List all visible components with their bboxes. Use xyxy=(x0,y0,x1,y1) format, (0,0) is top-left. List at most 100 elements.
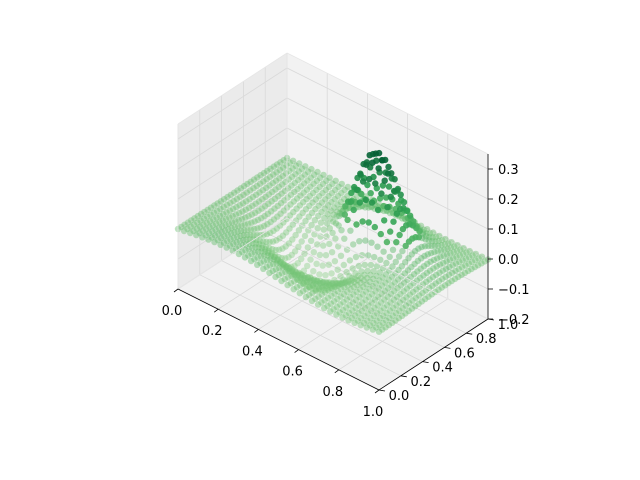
data-point xyxy=(283,264,291,271)
data-point xyxy=(395,253,403,260)
data-point xyxy=(252,244,259,251)
data-point xyxy=(318,285,325,292)
data-point xyxy=(222,215,230,223)
data-point xyxy=(328,292,335,299)
data-point xyxy=(271,205,278,212)
data-point xyxy=(329,280,336,287)
data-point xyxy=(364,317,371,324)
data-point xyxy=(313,186,320,194)
data-point xyxy=(273,237,280,244)
data-point xyxy=(310,277,317,284)
data-point xyxy=(214,200,221,207)
data-point xyxy=(367,315,374,322)
data-point xyxy=(291,262,298,269)
data-point xyxy=(286,265,293,272)
data-point xyxy=(384,302,391,309)
data-point xyxy=(450,249,457,256)
data-point xyxy=(308,221,315,229)
data-point xyxy=(206,223,213,231)
data-point xyxy=(427,258,434,265)
data-point xyxy=(187,223,194,230)
data-point xyxy=(379,319,386,327)
data-point xyxy=(362,296,369,303)
data-point xyxy=(238,215,246,223)
data-point xyxy=(342,312,349,319)
data-point xyxy=(410,280,417,287)
data-point xyxy=(382,317,390,324)
data-point xyxy=(277,258,284,265)
data-point xyxy=(404,267,412,274)
data-point xyxy=(435,286,442,293)
data-point xyxy=(442,235,449,243)
data-point xyxy=(311,217,319,224)
data-point xyxy=(301,274,308,281)
data-point xyxy=(319,189,326,197)
data-point xyxy=(280,164,287,171)
data-point xyxy=(252,240,260,247)
data-point xyxy=(432,233,440,240)
data-point xyxy=(223,209,230,216)
data-point xyxy=(264,167,271,175)
data-point xyxy=(397,205,404,213)
data-point xyxy=(421,243,429,250)
data-point xyxy=(396,307,403,314)
data-point xyxy=(372,280,380,287)
data-point xyxy=(382,271,390,278)
data-point xyxy=(434,248,441,255)
data-point xyxy=(458,264,466,271)
data-point xyxy=(314,225,321,232)
data-point xyxy=(303,278,311,286)
data-point xyxy=(265,200,272,207)
data-point xyxy=(299,280,307,287)
data-point xyxy=(312,295,319,302)
data-point xyxy=(225,220,232,227)
data-point xyxy=(239,208,246,215)
data-point xyxy=(287,201,294,208)
data-point xyxy=(431,248,438,256)
data-point xyxy=(389,319,396,326)
data-point xyxy=(260,265,267,272)
data-point xyxy=(322,186,329,194)
data-point xyxy=(278,277,285,285)
data-point xyxy=(325,183,333,191)
data-point xyxy=(328,198,335,206)
data-point xyxy=(405,307,412,315)
data-point xyxy=(310,268,317,275)
y-tick-label: 0.6 xyxy=(454,346,475,361)
data-point xyxy=(266,173,274,181)
data-point xyxy=(369,291,376,298)
data-point xyxy=(359,291,366,298)
data-point xyxy=(327,215,334,222)
data-point xyxy=(304,177,311,184)
data-point xyxy=(197,217,204,224)
data-point xyxy=(321,297,328,304)
data-point xyxy=(423,230,430,237)
data-point xyxy=(315,284,323,291)
data-point xyxy=(204,213,211,220)
y-tick-label: 0.8 xyxy=(476,332,497,347)
data-point xyxy=(374,206,382,214)
data-point xyxy=(439,275,446,283)
data-point xyxy=(295,243,302,250)
data-point xyxy=(310,276,318,283)
data-point xyxy=(384,204,391,211)
data-point xyxy=(302,275,309,282)
data-point xyxy=(290,271,297,279)
data-point xyxy=(347,286,354,293)
data-point xyxy=(411,260,418,268)
data-point xyxy=(413,286,420,293)
data-point xyxy=(371,253,378,261)
data-point xyxy=(404,276,411,283)
data-point xyxy=(478,253,486,260)
data-point xyxy=(280,219,287,226)
data-point xyxy=(438,284,445,291)
data-point xyxy=(266,182,273,189)
data-point xyxy=(277,159,284,166)
data-point xyxy=(442,273,449,281)
data-point xyxy=(312,277,320,285)
data-point xyxy=(278,259,285,266)
data-point xyxy=(337,301,344,308)
data-point xyxy=(425,293,432,300)
data-point xyxy=(307,237,315,244)
data-point xyxy=(254,216,262,224)
